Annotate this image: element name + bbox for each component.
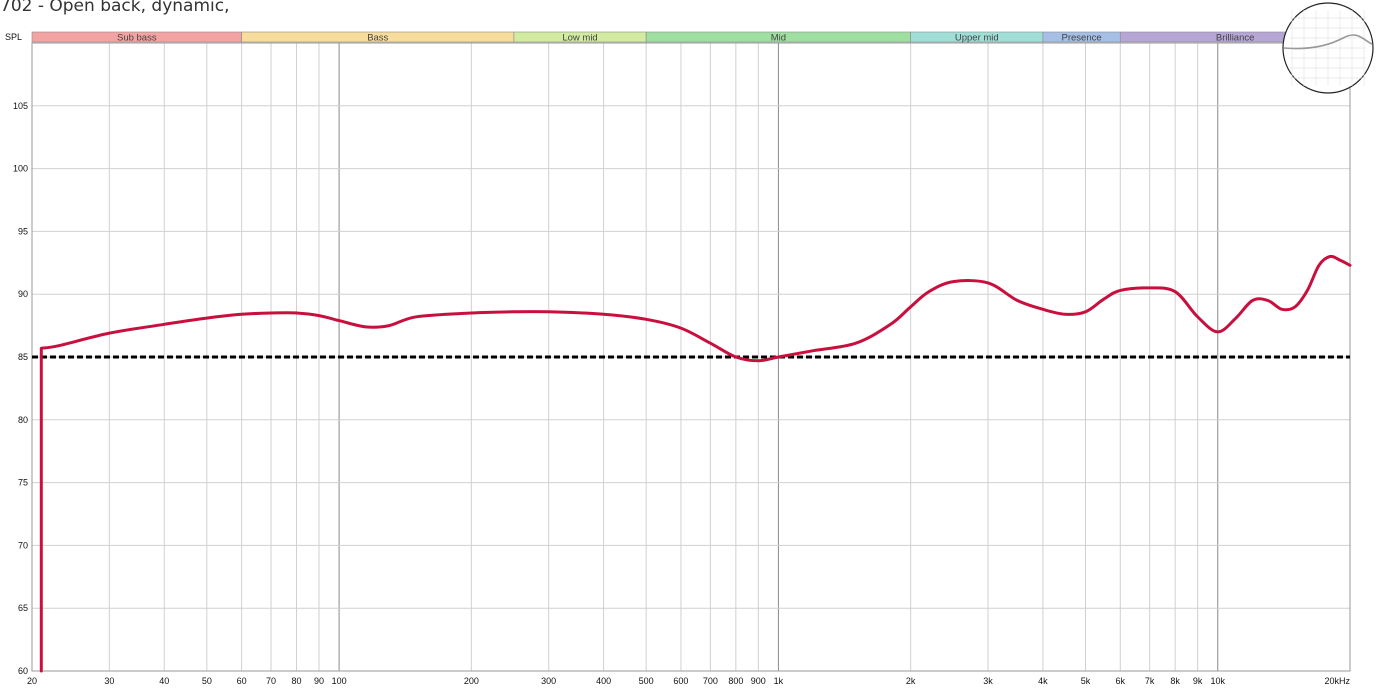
x-tick-label: 700 <box>703 676 718 686</box>
band-label: Bass <box>367 33 388 44</box>
band-label: Upper mid <box>955 33 999 44</box>
response-curve <box>39 254 1352 673</box>
y-tick-label: 85 <box>18 352 28 362</box>
x-tick-label: 3k <box>983 676 993 686</box>
x-tick-label: 10k <box>1210 676 1225 686</box>
x-tick-label: 80 <box>291 676 301 686</box>
x-tick-label: 90 <box>314 676 324 686</box>
x-tick-label: 20kHz <box>1324 676 1350 686</box>
x-tick-label: 100 <box>332 676 347 686</box>
x-tick-label: 70 <box>266 676 276 686</box>
preview-thumbnail[interactable] <box>1282 2 1374 94</box>
x-tick-label: 900 <box>751 676 766 686</box>
thumbnail-curve <box>1283 34 1373 50</box>
y-axis-label: SPL <box>5 32 22 42</box>
band-label: Brilliance <box>1216 33 1255 44</box>
x-tick-label: 200 <box>464 676 479 686</box>
x-tick-label: 20 <box>27 676 37 686</box>
x-tick-label: 500 <box>639 676 654 686</box>
chart-title: 702 - Open back, dynamic, <box>0 0 230 16</box>
x-tick-label: 2k <box>906 676 916 686</box>
x-tick-label: 4k <box>1038 676 1048 686</box>
y-tick-label: 105 <box>13 101 28 111</box>
band-label: Sub bass <box>117 33 157 44</box>
x-tick-label: 8k <box>1170 676 1180 686</box>
y-tick-label: 100 <box>13 164 28 174</box>
x-tick-label: 50 <box>202 676 212 686</box>
x-tick-label: 300 <box>541 676 556 686</box>
x-tick-label: 6k <box>1116 676 1126 686</box>
band-label: Presence <box>1062 33 1102 44</box>
y-tick-label: 60 <box>18 666 28 676</box>
x-tick-label: 800 <box>728 676 743 686</box>
y-tick-label: 95 <box>18 226 28 236</box>
x-tick-label: 600 <box>673 676 688 686</box>
y-tick-label: 90 <box>18 289 28 299</box>
frequency-bands: Sub bass Bass Low mid Mid Upper mid Presence B… <box>31 31 1351 44</box>
x-tick-label: 60 <box>237 676 247 686</box>
y-tick-labels: 60 65 70 75 80 85 90 95 100 105 <box>13 101 28 676</box>
y-tick-label: 70 <box>18 540 28 550</box>
band-label: Mid <box>771 33 786 44</box>
y-tick-label: 75 <box>18 478 28 488</box>
y-tick-label: 80 <box>18 415 28 425</box>
x-tick-label: 400 <box>596 676 611 686</box>
response-curves <box>39 254 1352 673</box>
x-tick-label: 9k <box>1193 676 1203 686</box>
x-tick-label: 40 <box>159 676 169 686</box>
x-tick-label: 1k <box>774 676 784 686</box>
x-tick-label: 30 <box>104 676 114 686</box>
band-label: Low mid <box>562 33 597 44</box>
y-tick-label: 65 <box>18 603 28 613</box>
x-tick-label: 5k <box>1081 676 1091 686</box>
x-tick-labels: 20 30 40 50 60 70 80 90 100 200 300 400 500 600 700 800… <box>27 676 1351 686</box>
x-tick-label: 7k <box>1145 676 1155 686</box>
